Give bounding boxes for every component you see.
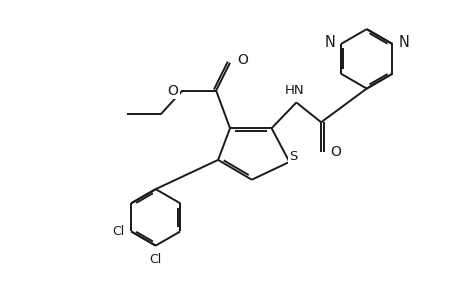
Text: O: O — [330, 145, 340, 159]
Text: O: O — [167, 84, 178, 98]
Text: Cl: Cl — [112, 225, 124, 238]
Text: N: N — [324, 34, 334, 50]
Text: O: O — [236, 53, 247, 67]
Text: Cl: Cl — [149, 253, 162, 266]
Text: N: N — [397, 34, 409, 50]
Text: S: S — [289, 150, 297, 164]
Text: HN: HN — [284, 83, 303, 97]
